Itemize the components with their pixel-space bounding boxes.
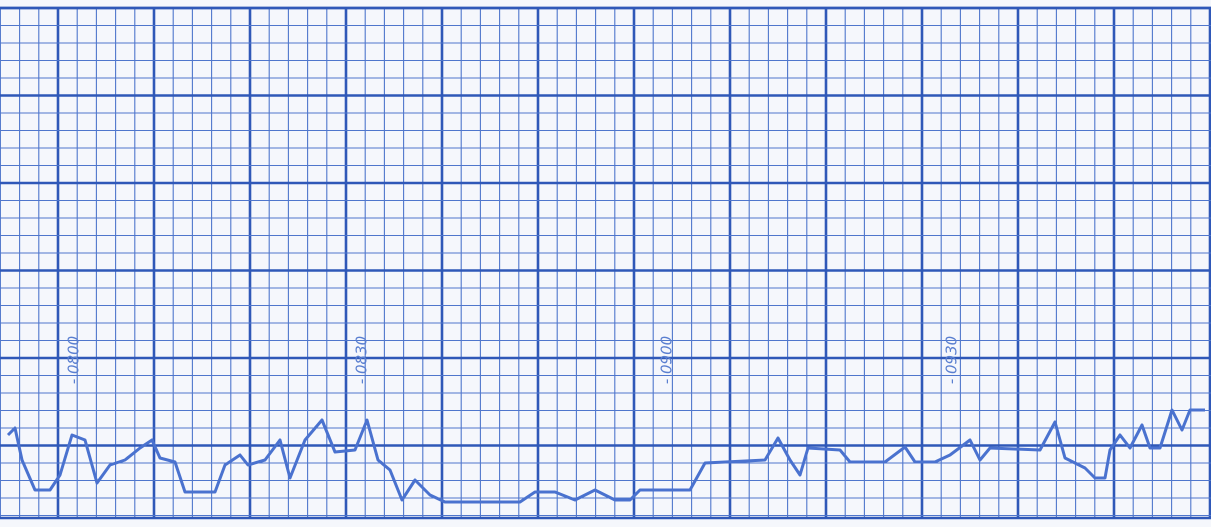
time-note: - 0900 [658, 336, 676, 384]
time-note: - 0930 [943, 336, 961, 384]
grid [0, 6, 1211, 520]
time-note: - 0800 [65, 336, 83, 384]
trace [6, 408, 1205, 504]
time-note: - 0830 [353, 336, 371, 384]
